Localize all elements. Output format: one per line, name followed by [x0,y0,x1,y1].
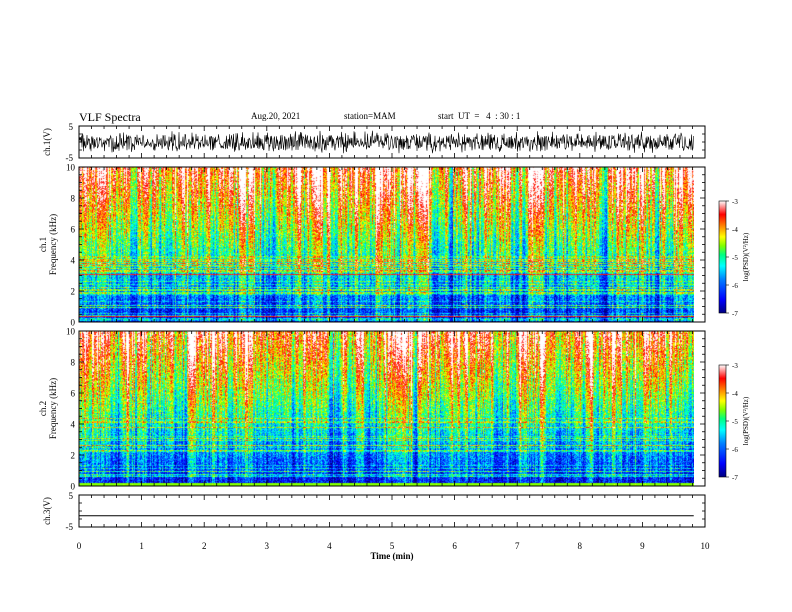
header-station: station=MAM [344,111,396,121]
ch2-colorbar [718,364,727,478]
ch1-ylabel-line: ch.1 [38,237,48,252]
spectrogram-image-ch2 [79,331,694,486]
ch1-ytick-label-top: 5 [69,122,74,132]
ch1-ytick-label: 6 [71,225,76,235]
x-axis-label: Time (min) [370,551,413,561]
x-tick-label: 0 [77,541,82,551]
header-date: Aug.20, 2021 [251,111,301,121]
ch1-ylabel: ch.1Frequency (kHz) [38,214,58,275]
ch2-ytick-label: 8 [71,358,76,368]
ch2-ytick-label: 6 [71,389,76,399]
ch2-colorbar-ticklabel: -7 [732,474,738,482]
ch1-ytick-label: 4 [71,256,76,266]
ch1-ylabel-line: Frequency (kHz) [48,214,58,275]
ch1-ylabel: ch.1(V) [42,128,52,156]
ch3-ytick-label-bottom: -5 [66,522,74,532]
spectrogram-image-ch1 [79,167,694,322]
ch2-ytick-label: 10 [66,327,76,337]
x-tick-label: 8 [578,541,583,551]
header-title: VLF Spectra [79,110,141,124]
ch1-ytick-label: 2 [71,287,76,297]
x-tick-label: 6 [452,541,457,551]
ch2-ytick-label: 0 [71,482,76,492]
ch2-colorbar-ticklabel: -3 [732,362,738,370]
ch1-ytick-label: 8 [71,194,76,204]
ch3-ytick-label-top: 5 [69,491,74,501]
ch1-colorbar-ticklabel: -5 [732,254,738,262]
ch2-ylabel-line: ch.2 [38,401,48,416]
ch2-ytick-label: 4 [71,420,76,430]
ch1-ytick-label: 10 [66,163,76,173]
ch1-ytick-label: 0 [71,318,76,328]
x-tick-label: 2 [202,541,207,551]
ch2-ytick-label: 2 [71,451,76,461]
ch1-ytick-label-bottom: -5 [66,153,74,163]
ch1-colorbar-ticklabel: -7 [732,310,738,318]
ch3-ylabel: ch.3(V) [42,497,52,525]
ch1-colorbar-ticklabel: -3 [732,198,738,206]
ch2-colorbar-label: log(PSD)(V²/Hz) [742,396,750,445]
ch2-ylabel-line: Frequency (kHz) [48,378,58,439]
x-tick-label: 4 [327,541,332,551]
ch1-colorbar-ticklabel: -4 [732,226,738,234]
ch2-colorbar-ticklabel: -5 [732,418,738,426]
ch1-colorbar-ticklabel: -6 [732,282,738,290]
header-start-ut: start UT = 4 : 30 : 1 [438,111,521,121]
ch2-colorbar-ticklabel: -6 [732,446,738,454]
ch2-colorbar-ticklabel: -4 [732,390,738,398]
x-tick-label: 10 [701,541,711,551]
x-tick-label: 9 [640,541,645,551]
x-tick-label: 1 [139,541,144,551]
ch1-waveform-line [78,130,694,154]
ch1-colorbar [718,200,727,314]
x-tick-label: 3 [265,541,270,551]
ch2-ylabel: ch.2Frequency (kHz) [38,378,58,439]
x-tick-label: 5 [390,541,395,551]
ch1-colorbar-label: log(PSD)(V²/Hz) [742,232,750,281]
x-tick-label: 7 [515,541,520,551]
